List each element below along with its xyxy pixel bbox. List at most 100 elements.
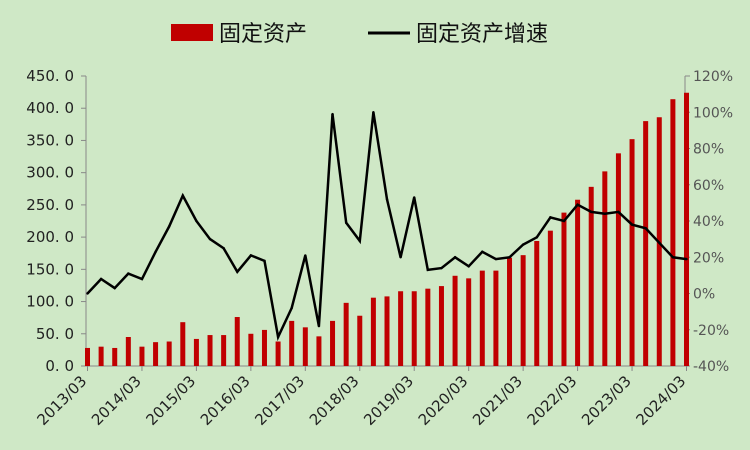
line-point bbox=[236, 270, 239, 273]
bar bbox=[85, 347, 90, 366]
line-point bbox=[467, 265, 470, 268]
line-point bbox=[276, 335, 280, 339]
y-left-tick-label: 200. 0 bbox=[26, 228, 74, 246]
line-point bbox=[127, 272, 130, 275]
bar bbox=[289, 320, 295, 366]
line-point bbox=[481, 250, 484, 254]
bar bbox=[493, 270, 499, 366]
bar bbox=[588, 186, 594, 366]
x-tick-label: 2017/03 bbox=[251, 372, 308, 429]
line-point bbox=[86, 292, 89, 295]
bar bbox=[629, 139, 635, 366]
line-point bbox=[426, 268, 430, 272]
bar bbox=[643, 121, 649, 366]
legend-bar-swatch bbox=[171, 24, 213, 41]
bar bbox=[139, 346, 145, 366]
line-point bbox=[99, 277, 103, 281]
bar bbox=[398, 291, 404, 366]
y-left-tick-label: 250. 0 bbox=[26, 196, 74, 214]
line-point bbox=[208, 237, 212, 241]
bar bbox=[180, 322, 186, 366]
x-tick-label: 2020/03 bbox=[415, 372, 472, 429]
bar bbox=[520, 255, 526, 366]
y-right-tick-label: -40% bbox=[693, 359, 729, 375]
line-point bbox=[521, 243, 525, 246]
bar bbox=[330, 320, 336, 366]
line-point bbox=[304, 254, 307, 257]
x-tick-label: 2015/03 bbox=[142, 372, 199, 429]
bar bbox=[234, 317, 240, 366]
line-point bbox=[181, 194, 184, 197]
line-point bbox=[576, 203, 579, 206]
legend-line-label: 固定资产增速 bbox=[416, 22, 548, 47]
line-point bbox=[603, 212, 607, 215]
bar bbox=[438, 286, 444, 366]
x-tick-label: 2024/03 bbox=[633, 372, 690, 429]
y-left-tick-label: 150. 0 bbox=[26, 260, 74, 278]
bar bbox=[248, 333, 254, 366]
bar bbox=[343, 302, 349, 366]
line-point bbox=[154, 250, 157, 254]
line-point bbox=[344, 221, 348, 225]
bar bbox=[166, 341, 172, 366]
y-right-tick-label: -20% bbox=[693, 323, 729, 339]
line-point bbox=[644, 227, 647, 230]
bar bbox=[98, 346, 104, 366]
bar bbox=[561, 212, 567, 366]
bar bbox=[452, 275, 458, 366]
line-point bbox=[535, 236, 538, 239]
plot-area: 0. 0 50. 0 100. 0 150. 0 200. 0 250. 0 300. 0 3… bbox=[26, 67, 733, 429]
x-tick-label: 2022/03 bbox=[524, 372, 581, 429]
y-left-tick-label: 450. 0 bbox=[26, 67, 74, 85]
y-left-tick-label: 350. 0 bbox=[26, 131, 74, 149]
line-point bbox=[399, 256, 402, 259]
bar bbox=[261, 329, 267, 366]
line-point bbox=[658, 241, 661, 244]
bar bbox=[302, 327, 308, 366]
bar bbox=[357, 315, 363, 366]
line-point bbox=[630, 223, 634, 226]
y-right-tick-label: 120% bbox=[693, 69, 733, 85]
line-point bbox=[263, 259, 266, 263]
bar bbox=[684, 92, 689, 366]
y-right-tick-label: 80% bbox=[693, 142, 724, 158]
bar bbox=[125, 337, 131, 366]
bar bbox=[384, 296, 390, 366]
line-point bbox=[113, 286, 116, 290]
bar bbox=[534, 240, 540, 366]
legend: 固定资产 固定资产增速 bbox=[171, 22, 548, 47]
y-left-tick-label: 400. 0 bbox=[26, 99, 74, 117]
y-right-tick-label: 20% bbox=[693, 250, 724, 266]
line-point bbox=[290, 306, 293, 310]
bar bbox=[221, 335, 227, 366]
bar bbox=[615, 153, 621, 366]
bar bbox=[507, 257, 513, 366]
bar bbox=[316, 336, 322, 366]
x-tick-label: 2014/03 bbox=[88, 372, 145, 429]
bar bbox=[411, 291, 417, 366]
line-point bbox=[222, 246, 225, 250]
bar bbox=[670, 99, 676, 366]
line-point bbox=[317, 324, 321, 328]
line-point bbox=[385, 198, 389, 201]
bar bbox=[479, 270, 485, 366]
line-point bbox=[508, 256, 511, 259]
y-right-tick-label: 0% bbox=[693, 287, 715, 303]
line-point bbox=[358, 239, 361, 243]
bar bbox=[370, 297, 376, 366]
bar bbox=[112, 347, 118, 366]
x-tick-label: 2019/03 bbox=[360, 372, 417, 429]
bar bbox=[153, 342, 159, 366]
y-left-tick-label: 100. 0 bbox=[26, 293, 74, 311]
y-left-tick-label: 300. 0 bbox=[26, 164, 74, 182]
x-tick-label: 2013/03 bbox=[34, 372, 91, 429]
line-point bbox=[617, 210, 620, 214]
line-point bbox=[195, 219, 198, 223]
x-tick-label: 2018/03 bbox=[306, 372, 363, 429]
line-point bbox=[167, 225, 171, 228]
y-left-tick-label: 0. 0 bbox=[45, 357, 74, 375]
bar bbox=[425, 288, 431, 366]
x-tick-label: 2023/03 bbox=[578, 372, 635, 429]
bar bbox=[466, 278, 472, 366]
